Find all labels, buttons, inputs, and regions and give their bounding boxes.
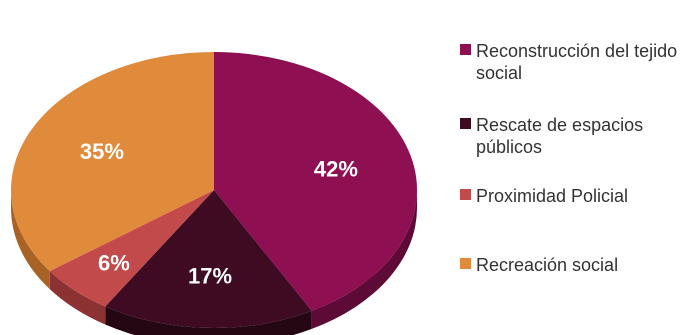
pie-side-proximidad [49,271,106,325]
legend-swatch-reconstruccion [460,44,471,55]
legend-item-rescate: Rescate de espacios públicos [460,114,681,158]
pie-slice-proximidad [49,190,214,307]
pie-side-rescate [105,306,312,335]
pie-side-reconstruccion [311,190,417,329]
data-label-proximidad: 6% [98,250,130,275]
legend-swatch-proximidad [460,189,471,200]
legend-swatch-rescate [460,118,471,129]
data-label-reconstruccion: 42% [314,157,358,182]
data-label-recreacion: 35% [80,139,124,164]
legend-swatch-recreacion [460,258,471,269]
pie-slice-reconstruccion [214,51,418,311]
legend-item-recreacion: Recreación social [460,254,681,276]
legend-label-recreacion: Recreación social [476,255,619,275]
pie-slice-recreacion [11,52,215,272]
legend-item-proximidad: Proximidad Policial [460,185,681,207]
legend-label-reconstruccion: Reconstrucción del tejido social [476,41,678,83]
data-label-rescate: 17% [188,264,232,289]
legend-label-rescate: Rescate de espacios públicos [476,115,644,157]
legend-label-proximidad: Proximidad Policial [476,186,629,206]
pie-side-recreacion [11,190,50,290]
legend-item-reconstruccion: Reconstrucción del tejido social [460,40,681,84]
pie-slice-rescate [105,190,312,329]
